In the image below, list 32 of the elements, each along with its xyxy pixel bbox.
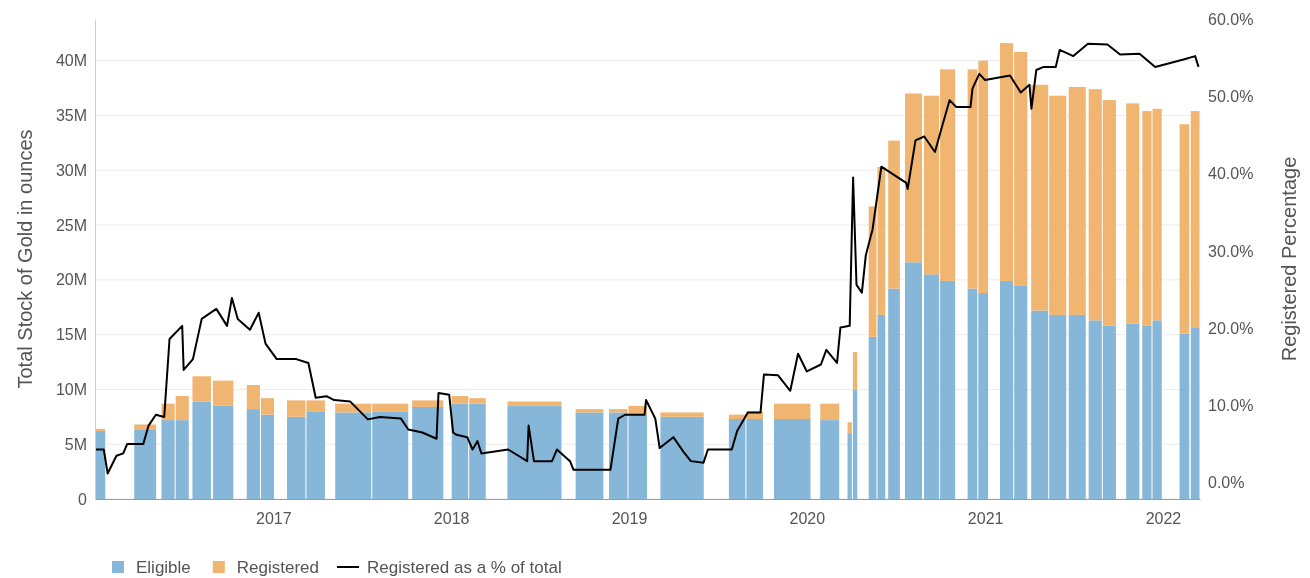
y-axis-title: Total Stock of Gold in ounces [14,129,36,389]
y-tick-label: 10M [55,381,87,399]
y-tick-label: 5M [64,435,87,453]
y2-tick-label: 60.0% [1208,10,1254,28]
y2-tick-label: 40.0% [1208,165,1254,183]
y-tick-label: 30M [55,161,87,179]
legend-label: Eligible [136,558,191,577]
y-tick-label: 0 [78,490,88,508]
y-tick-label: 15M [55,326,87,344]
legend-label: Registered as a % of total [367,558,562,577]
y-tick-label: 25M [55,216,87,234]
y2-axis-title: Registered Percentage [1278,156,1300,362]
line-series [94,42,1200,475]
y-tick-label: 40M [55,52,87,70]
x-tick-label: 2020 [789,510,826,528]
y-tick-label: 35M [55,107,87,125]
y2-tick-label: 50.0% [1208,87,1254,105]
y2-tick-label: 20.0% [1208,319,1254,337]
x-tick-label: 2018 [433,510,470,528]
x-tick-label: 2022 [1145,510,1182,528]
x-tick-label: 2017 [256,510,292,528]
y2-tick-label: 10.0% [1208,397,1254,415]
x-tick-label: 2019 [611,510,648,528]
legend-label: Registered [236,558,320,577]
bar [1068,86,1086,315]
bar [905,262,923,499]
bar [1068,314,1086,499]
y2-tick-label: 30.0% [1208,242,1254,260]
y-tick-label: 20M [55,271,87,289]
y2-tick-label: 0.0% [1208,474,1245,492]
bar [905,93,923,263]
x-tick-label: 2021 [967,510,1004,528]
